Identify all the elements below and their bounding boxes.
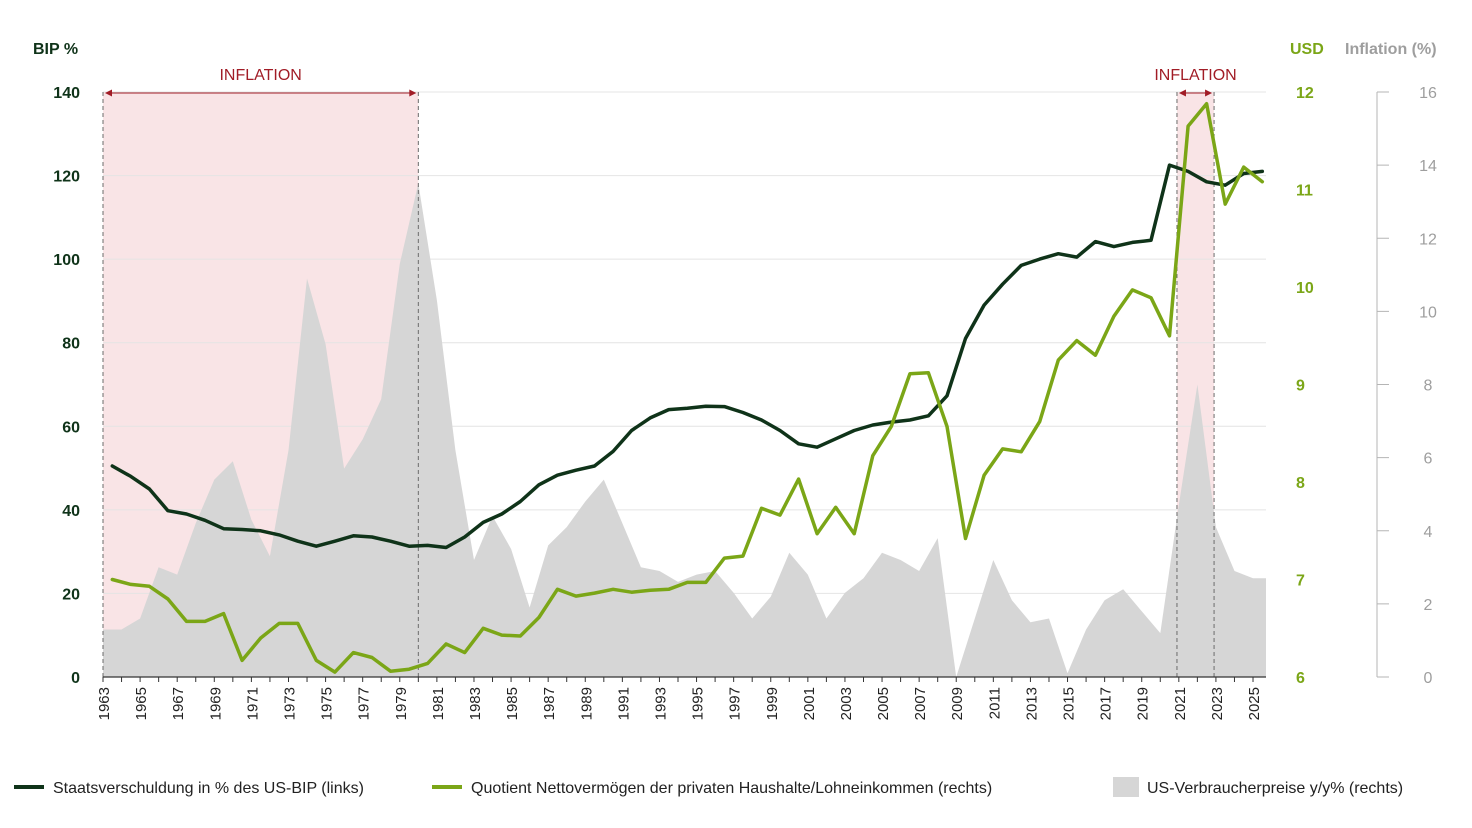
x-tick-label: 1977 [356,687,373,720]
left-tick-label: 120 [53,169,80,186]
inflation-area-layer [103,183,1266,677]
labels-layer: INFLATION INFLATION [105,67,1237,97]
x-tick-label: 2023 [1209,687,1226,720]
x-tick-label: 1999 [764,687,781,720]
usd-axis-title: USD [1290,41,1324,58]
wealth-ratio-line [110,101,1265,674]
inflation-arrow-head-right [1205,89,1213,97]
inflation-axis-title: Inflation (%) [1345,41,1437,58]
left-axis-title: BIP % [33,41,78,58]
x-tick-label: 1997 [727,687,744,720]
legend-label: US-Verbraucherpreise y/y% (rechts) [1147,780,1403,797]
inflation-tick-label: 8 [1424,378,1433,395]
x-tick-label: 1991 [615,687,632,720]
left-tick-label: 80 [62,336,80,353]
inflation-area [103,183,1266,677]
x-tick-label: 1989 [578,687,595,720]
inflation-tick-label: 0 [1424,670,1433,687]
x-tick-label: 2017 [1098,687,1115,720]
x-tick-label: 2001 [801,687,818,720]
x-tick-label: 1975 [319,687,336,720]
axes-layer: 1963 1965 1967 1969 1971 1973 1975 1977 1979 1981… [33,41,1437,720]
inflation-tick-label: 6 [1424,451,1433,468]
inflation-period-label: INFLATION [1154,67,1236,84]
x-tick-label: 1981 [430,687,447,720]
x-tick-label: 1965 [133,687,150,720]
left-tick-label: 100 [53,252,80,269]
x-tick-label: 2007 [912,687,929,720]
x-tick-label: 1985 [504,687,521,720]
x-tick-label: 2015 [1061,687,1078,720]
inflation-period-label: INFLATION [219,67,301,84]
x-tick-label: 1993 [652,687,669,720]
x-tick-label: 2005 [875,687,892,720]
x-tick-label: 1967 [170,687,187,720]
legend-swatch-area [1113,777,1139,797]
usd-tick-label: 10 [1296,280,1314,297]
x-tick-label: 1969 [207,687,224,720]
usd-tick-label: 7 [1296,573,1305,590]
x-tick-label: 1971 [244,687,261,720]
inflation-tick-label: 12 [1419,231,1437,248]
inflation-tick-label: 14 [1419,158,1437,175]
x-tick-label: 2021 [1172,687,1189,720]
inflation-arrow-head-left [105,89,112,97]
inflation-tick-label: 10 [1419,304,1437,321]
debt-line [110,163,1265,550]
inflation-tick-label: 2 [1424,597,1433,614]
left-tick-label: 0 [71,670,80,687]
x-tick-label: 2025 [1246,687,1263,720]
inflation-tick-label: 16 [1419,85,1437,102]
legend-label: Staatsverschuldung in % des US-BIP (link… [53,780,364,797]
usd-tick-label: 6 [1296,670,1305,687]
left-tick-label: 20 [62,586,80,603]
x-tick-label: 2013 [1023,687,1040,720]
inflation-arrow-head-right [409,89,417,97]
inflation-arrow-head-left [1178,89,1186,97]
x-tick-label: 1987 [541,687,558,720]
usd-tick-label: 9 [1296,378,1305,395]
x-tick-label: 1963 [96,687,113,720]
x-tick-label: 1979 [393,687,410,720]
left-tick-label: 60 [62,419,80,436]
x-tick-label: 1973 [281,687,298,720]
x-tick-label: 2003 [838,687,855,720]
inflation-tick-label: 4 [1424,524,1433,541]
left-tick-label: 140 [53,85,80,102]
x-tick-label: 2011 [986,687,1003,719]
x-tick-label: 1983 [467,687,484,720]
usd-tick-label: 8 [1296,475,1305,492]
left-tick-label: 40 [62,503,80,520]
legend-label: Quotient Nettovermögen der privaten Haus… [471,780,992,797]
series-lines-layer [110,101,1265,674]
usd-tick-label: 12 [1296,85,1314,102]
x-tick-label: 2009 [949,687,966,720]
x-tick-label: 2019 [1135,687,1152,720]
x-tick-label: 1995 [690,687,707,720]
legend: Staatsverschuldung in % des US-BIP (link… [14,777,1403,797]
usd-tick-label: 11 [1296,183,1313,200]
